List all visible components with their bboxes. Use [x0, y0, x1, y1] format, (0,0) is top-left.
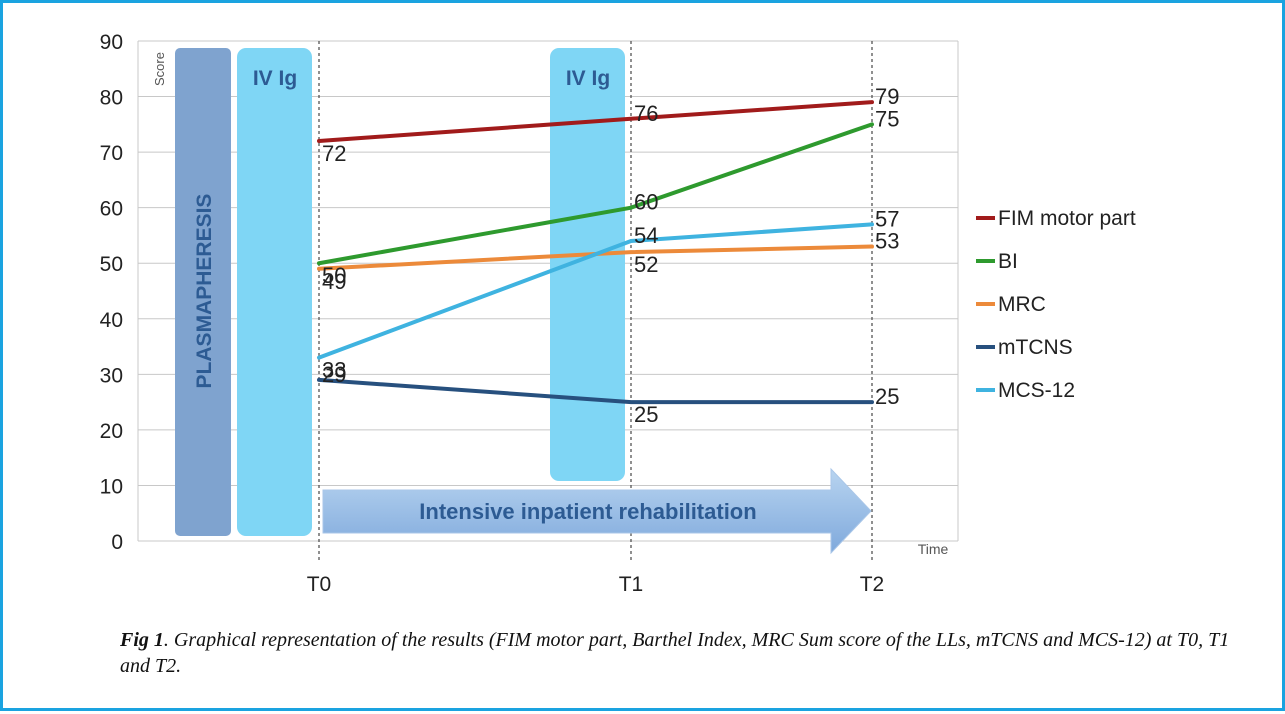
series-line-mcs-12: [317, 222, 874, 360]
legend-label: MRC: [998, 293, 1046, 316]
ivig-label-2: IV Ig: [566, 67, 610, 90]
series-line-mrc: [317, 244, 874, 271]
ivig-band-1: [237, 48, 312, 536]
line-chart: 0 10 20 30 40 50 60 70 80 90 Score PLASMAPHERESIS I…: [100, 31, 1136, 596]
x-tick-label: T0: [307, 573, 332, 596]
data-label: 60: [634, 190, 658, 215]
x-tick-label: T1: [619, 573, 644, 596]
y-tick-label: 30: [100, 364, 123, 387]
legend-label: FIM motor part: [998, 207, 1136, 230]
data-label: 79: [875, 84, 899, 109]
data-label: 53: [875, 229, 899, 254]
ivig-band-2: [550, 48, 625, 481]
data-label: 49: [322, 269, 346, 294]
data-label: 52: [634, 252, 658, 277]
data-label: 57: [875, 206, 899, 231]
legend-label: MCS-12: [998, 379, 1075, 402]
data-label: 33: [322, 358, 346, 383]
data-label: 25: [634, 402, 658, 427]
y-tick-label: 70: [100, 142, 123, 165]
series-line-bi: [317, 122, 874, 266]
legend-label: mTCNS: [998, 336, 1073, 359]
data-label: 72: [322, 141, 346, 166]
y-tick-label: 0: [111, 531, 123, 554]
x-tick-label: T2: [860, 573, 885, 596]
series-line-fim-motor-part: [317, 100, 874, 143]
y-tick-label: 60: [100, 198, 123, 221]
x-axis-title: Time: [918, 541, 949, 557]
caption-label: Fig 1: [120, 629, 164, 651]
rehab-label: Intensive inpatient rehabilitation: [419, 499, 756, 524]
y-tick-label: 20: [100, 420, 123, 443]
ivig-label-1: IV Ig: [253, 67, 297, 90]
y-tick-label: 50: [100, 253, 123, 276]
caption-text: . Graphical representation of the result…: [120, 629, 1230, 677]
y-tick-label: 10: [100, 475, 123, 498]
figure-caption: Fig 1. Graphical representation of the r…: [120, 627, 1250, 679]
treatment-bands: PLASMAPHERESIS IV Ig IV Ig Intensive inpati…: [175, 48, 872, 555]
data-label: 25: [875, 384, 899, 409]
data-label: 29: [322, 362, 346, 387]
y-axis-title: Score: [152, 52, 167, 86]
x-axis: T0 T1 T2 Time: [307, 541, 949, 596]
data-label: 75: [875, 106, 899, 131]
data-label: 50: [322, 263, 346, 288]
legend: FIM motor part BI MRC mTCNS MCS-12: [976, 207, 1136, 402]
data-labels: 72 76 79 50 60 75 49 52 53 29 25 25 33 54 57: [322, 84, 899, 427]
plasmapheresis-band: [175, 48, 231, 536]
data-label: 76: [634, 101, 658, 126]
data-label: 54: [634, 223, 658, 248]
series-line-mtcns: [317, 377, 874, 405]
y-axis: 0 10 20 30 40 50 60 70 80 90 Score: [100, 31, 167, 554]
series-lines: [317, 100, 874, 405]
y-tick-label: 40: [100, 309, 123, 332]
y-tick-label: 80: [100, 87, 123, 110]
plasmapheresis-label: PLASMAPHERESIS: [193, 194, 216, 389]
legend-label: BI: [998, 250, 1018, 273]
y-tick-label: 90: [100, 31, 123, 54]
rehab-arrow: [322, 467, 872, 555]
